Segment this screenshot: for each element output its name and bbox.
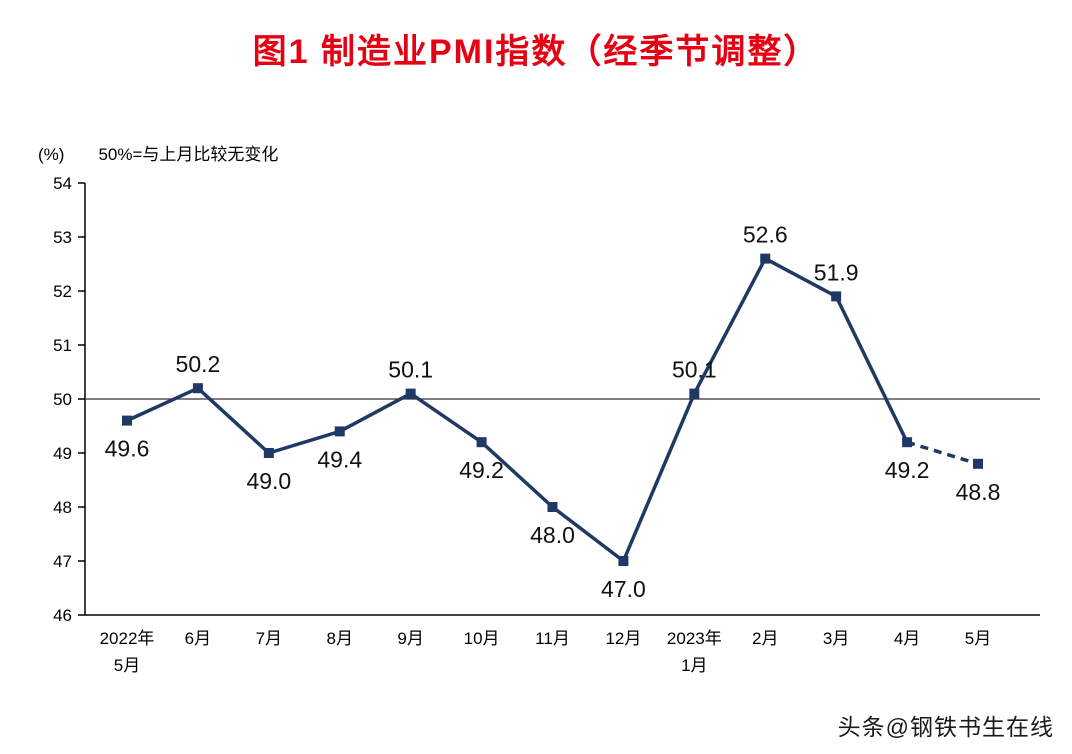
data-point-label: 50.1 [388,357,433,383]
data-point-label: 49.6 [105,436,150,462]
data-point-label: 49.0 [246,468,291,494]
pmi-series-line [126,256,909,563]
x-axis-tick-label: 2月 [752,629,778,648]
x-axis-tick-label: 2022年 [100,629,155,648]
x-axis-tick-label: 9月 [397,629,423,648]
data-point-label: 48.8 [956,479,1001,505]
data-point-label: 47.0 [601,576,646,602]
data-point-marker [902,437,913,448]
data-point-label: 49.4 [317,446,362,472]
data-point-marker [831,291,842,302]
y-axis-tick-label: 49 [53,444,72,463]
y-axis-tick-label: 51 [53,336,72,355]
y-axis-tick-label: 47 [53,552,72,571]
x-axis-tick-label: 10月 [464,629,500,648]
chart-title: 图1 制造业PMI指数（经季节调整） [252,33,820,71]
y-axis-unit-label: (%) [38,145,65,164]
x-axis-tick-label: 12月 [605,629,641,648]
x-axis-tick-label: 5月 [965,629,991,648]
data-point-marker [334,426,345,437]
y-axis-tick-label: 48 [53,498,72,517]
pmi-series-line-dashed-segment [906,440,979,466]
x-axis-tick-label: 6月 [185,629,211,648]
data-point-marker [618,556,629,566]
data-point-marker [192,383,203,394]
y-axis-tick-label: 54 [53,174,72,193]
reference-line-note: 50%=与上月比较无变化 [98,145,279,164]
y-axis-tick-label: 52 [53,282,72,301]
data-point-marker [122,415,132,426]
x-axis-tick-label: 5月 [114,656,140,675]
data-point-label: 50.1 [672,357,717,383]
data-point-label: 48.0 [530,522,575,548]
data-point-marker [547,502,558,512]
y-axis-tick-label: 53 [53,228,72,247]
data-point-label: 50.2 [176,351,221,377]
x-axis-tick-label: 1月 [681,656,707,675]
data-point-marker [476,437,487,448]
y-axis-tick-label: 46 [53,606,72,625]
x-axis-tick-label: 4月 [894,629,920,648]
x-axis-tick-label: 11月 [535,629,570,648]
data-point-label: 51.9 [814,259,859,285]
axis-note-row: (%) 50%=与上月比较无变化 [38,140,278,165]
x-axis-tick-label: 3月 [823,629,849,648]
x-axis-tick-label: 7月 [256,629,282,648]
x-axis-tick-label: 2023年 [667,629,722,648]
data-point-marker [760,253,771,264]
x-axis-tick-label: 8月 [327,629,353,648]
data-point-marker [405,388,416,399]
data-point-marker [973,458,983,469]
data-point-label: 52.6 [743,222,788,248]
watermark: 头条@钢铁书生在线 [837,714,1054,740]
data-point-label: 49.2 [459,457,504,483]
y-axis-tick-label: 50 [53,390,72,409]
data-point-marker [689,388,700,399]
data-point-marker [263,448,274,458]
data-point-label: 49.2 [885,457,930,483]
